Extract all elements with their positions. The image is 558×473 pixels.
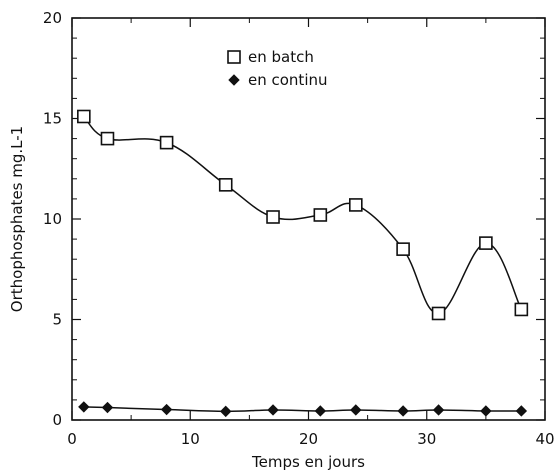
y-tick-label: 15 — [43, 110, 62, 128]
marker-en-continu — [397, 405, 409, 417]
legend: en batch en continu — [227, 48, 328, 89]
legend-label-en-batch: en batch — [248, 48, 314, 66]
marker-en-batch — [313, 208, 328, 222]
y-axis-title: Orthophosphates mg.L-1 — [8, 126, 26, 312]
marker-en-batch — [348, 198, 363, 212]
marker-en-batch — [479, 236, 493, 250]
legend-marker-en-batch — [227, 50, 241, 64]
series-en-batch — [77, 109, 529, 321]
axes: 0 10 20 30 40 0 5 10 15 20 — [43, 9, 555, 448]
legend-label-en-continu: en continu — [248, 71, 328, 89]
marker-en-continu — [220, 405, 232, 418]
plot-area: 0 10 20 30 40 0 5 10 15 20 en batch en continu — [43, 9, 555, 448]
x-tick-label: 30 — [417, 430, 436, 448]
y-tick-label: 0 — [52, 411, 62, 429]
marker-en-batch — [514, 302, 529, 317]
plot-background — [72, 18, 545, 420]
y-tick-label: 20 — [43, 9, 62, 27]
marker-en-continu — [515, 405, 528, 417]
marker-en-continu — [314, 405, 327, 417]
x-tick-label: 20 — [299, 430, 318, 448]
marker-en-continu — [101, 401, 114, 414]
marker-en-continu — [267, 404, 279, 416]
marker-en-batch — [159, 135, 174, 150]
x-tick-label: 40 — [535, 430, 554, 448]
marker-en-batch — [77, 109, 91, 124]
legend-marker-en-continu — [228, 74, 240, 86]
marker-en-continu — [350, 404, 362, 416]
marker-en-continu — [160, 403, 173, 416]
series-en-continu — [78, 401, 528, 418]
marker-en-continu — [432, 404, 445, 416]
x-axis-title: Temps en jours — [251, 453, 365, 471]
marker-en-batch — [431, 306, 446, 321]
marker-en-continu — [78, 401, 90, 413]
marker-en-continu — [480, 405, 492, 417]
marker-en-batch — [266, 210, 280, 224]
y-tick-label: 10 — [43, 210, 62, 228]
marker-en-batch — [218, 178, 233, 192]
marker-en-batch — [396, 242, 410, 256]
x-tick-label: 0 — [67, 430, 77, 448]
marker-en-batch — [100, 131, 115, 146]
x-tick-label: 10 — [181, 430, 200, 448]
y-tick-label: 5 — [52, 311, 62, 329]
series-layer — [77, 109, 529, 418]
